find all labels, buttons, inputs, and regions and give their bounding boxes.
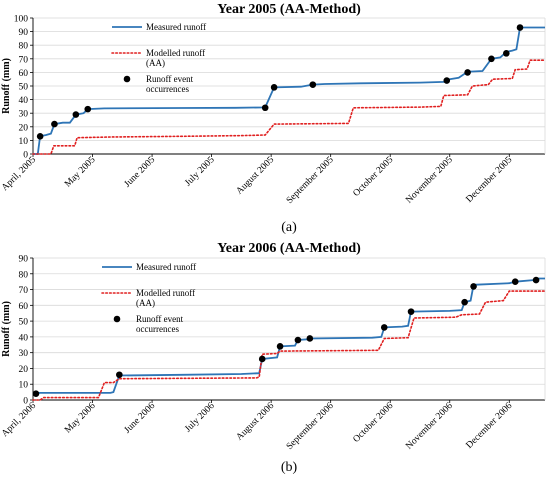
runoff-event-point [516,24,524,31]
figure-caption: (a) [281,220,297,235]
chart-title: Year 2006 (AA-Method) [217,241,361,256]
y-tick-label: 50 [19,83,29,93]
runoff-event-point [532,276,540,284]
y-tick-label: 30 [19,349,29,359]
x-tick-label: July 2006 [183,401,217,435]
legend-label-line: (AA) [136,298,155,308]
y-tick-label: 30 [19,110,29,120]
x-tick-label: December 2006 [465,401,515,451]
y-axis-label: Runoff (mm) [1,301,12,357]
y-tick-label: 20 [19,365,29,375]
x-tick-label: October 2006 [352,401,396,445]
runoff-event-point [380,324,388,331]
x-tick-label: September 2005 [285,155,336,206]
legend-label-line: Runoff event [146,74,194,84]
runoff-event-point [51,120,58,128]
runoff-event-point [36,133,44,140]
modelled-runoff-line [32,59,546,155]
x-tick-label: May 2006 [63,401,98,436]
y-tick-label: 80 [19,42,29,52]
legend: Measured runoff Modelled runoff (AA) Runoff… [101,262,196,334]
runoff-event-point [470,283,477,290]
y-tick-label: 20 [19,123,29,133]
y-tick-label: 60 [19,69,29,79]
runoff-event-point [407,308,415,315]
figure-caption: (b) [281,460,298,475]
runoff-event-point [276,343,284,350]
legend-label-line: occurrences [136,324,179,334]
y-tick-label: 100 [14,15,29,25]
legend-swatch-events [123,75,131,83]
runoff-event-point [503,50,510,57]
y-tick-label: 80 [19,270,29,280]
legend-label-line: Runoff event [136,314,184,324]
runoff-event-point [461,298,468,306]
runoff-event-point [258,355,266,363]
x-tick-label: June 2005 [123,155,158,190]
runoff-event-point [294,336,302,344]
x-tick-label: May 2005 [63,155,98,190]
runoff-event-point [72,111,80,118]
y-tick-label: 40 [19,333,29,343]
legend-label-events: Runoff event occurrences [146,74,194,94]
measured-runoff-line [32,277,545,395]
x-tick-label: June 2006 [123,401,158,436]
runoff-event-point [511,278,519,285]
x-tick-label: October 2005 [352,155,396,199]
runoff-event-point [306,335,314,342]
x-tick-label: November 2006 [404,401,455,452]
measured-runoff-line [33,26,545,155]
runoff-event-point [84,105,92,113]
chart-b: Year 2006 (AA-Method) 0 10 20 30 40 50 60 70 80 90… [0,241,546,475]
y-tick-label: 90 [19,255,29,265]
y-tick-label: 40 [19,96,29,106]
y-tick-label: 0 [23,151,28,161]
runoff-event-point [464,69,471,76]
legend-label-measured: Measured runoff [146,22,206,32]
y-tick-label: 70 [19,286,29,296]
x-tick-label: November 2005 [404,155,455,206]
x-tick-label: August 2005 [235,155,277,197]
runoff-event-point [116,371,123,379]
chart-a: Year 2005 (AA-Method) 0 10 20 30 40 50 60 70 80 90… [0,2,546,235]
x-tick-label: April, 2006 [0,401,38,439]
y-tick-label: 50 [19,318,29,328]
y-tick-label: 60 [19,302,29,312]
legend-label-modelled: Modelled runoff (AA) [136,288,195,308]
runoff-event-point [443,77,451,84]
y-tick-label: 10 [19,137,29,147]
x-tick-label: December 2005 [465,155,515,205]
y-tick-label: 10 [19,381,29,391]
legend-label-line: Modelled runoff [146,48,205,58]
y-tick-label: 90 [19,28,29,38]
runoff-event-point [32,390,40,397]
legend-label-line: Modelled runoff [136,288,195,298]
legend-label-modelled: Modelled runoff (AA) [146,48,205,68]
x-tick-label: July 2005 [183,155,217,189]
legend-label-measured: Measured runoff [136,262,196,272]
chart-title: Year 2005 (AA-Method) [217,2,361,17]
legend-label-line: occurrences [146,84,189,94]
legend-label-events: Runoff event occurrences [136,314,184,334]
y-axis-label: Runoff (mm) [1,58,12,114]
legend-swatch-events [113,315,121,323]
runoff-event-point [270,84,278,91]
y-tick-label: 70 [19,55,29,65]
x-tick-label: September 2006 [285,401,336,452]
x-tick-label: April, 2005 [0,155,38,193]
y-tick-label: 0 [23,397,28,407]
runoff-event-point [309,81,317,88]
runoff-event-point [261,104,269,112]
legend-label-line: (AA) [146,58,165,68]
modelled-runoff-line [32,290,546,401]
x-tick-label: August 2006 [235,401,277,443]
legend: Measured runoff Modelled runoff (AA) Runoff… [111,22,206,94]
runoff-event-point [488,55,495,63]
